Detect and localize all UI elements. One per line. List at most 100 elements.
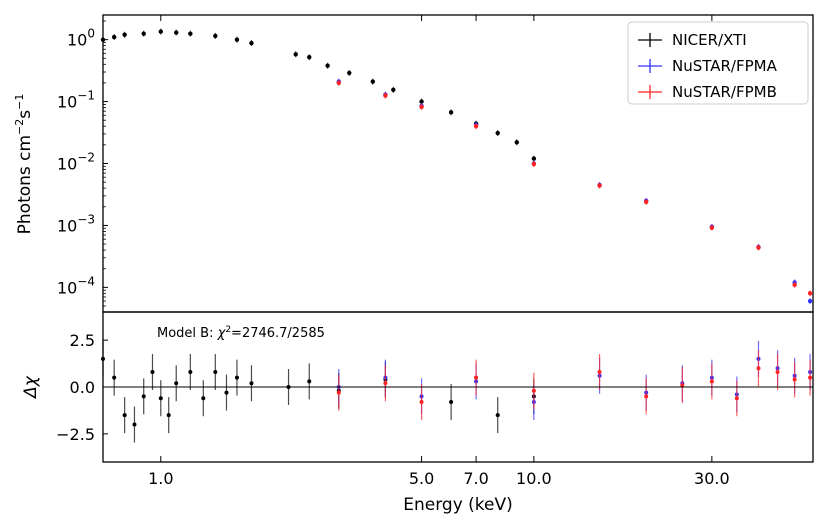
residual-point: [474, 375, 479, 380]
spectrum-y-ticks: 100 10−1 10−2 10−3 10−4: [57, 20, 108, 313]
spectrum-point: [347, 70, 352, 76]
residual-point: [132, 422, 137, 427]
spectrum-point: [293, 52, 298, 57]
residual-point: [383, 381, 388, 386]
spectrum-point: [807, 291, 813, 296]
spectrum-point: [336, 80, 341, 86]
residual-point: [709, 379, 714, 384]
residual-point: [597, 370, 602, 374]
residual-point: [213, 370, 218, 374]
spectrum-point: [234, 37, 240, 42]
x-tick-label: 1.0: [148, 469, 173, 488]
annotation-prefix: Model B:: [157, 326, 218, 341]
residual-point: [249, 381, 254, 386]
spectrum-point: [307, 55, 312, 60]
spectrum-point: [597, 183, 602, 188]
spectrum-point: [370, 79, 375, 84]
residual-y-tick-label: 2.5: [70, 331, 95, 350]
annotation-value: =2746.7/2585: [231, 326, 325, 341]
ylabel-mid: s: [15, 110, 35, 119]
residual-point: [141, 394, 146, 399]
residual-point: [756, 366, 761, 371]
spectrum-point: [419, 104, 424, 110]
spectrum-point: [383, 93, 388, 98]
residual-point: [419, 400, 424, 404]
legend-box: [627, 21, 809, 105]
spectrum-point: [531, 161, 537, 167]
spectrum-point: [158, 29, 163, 34]
residual-y-axis-label: Δχ: [21, 375, 41, 400]
residual-point: [531, 388, 536, 393]
spectrum-y-tick-label: 10−4: [57, 274, 95, 297]
legend-label: NuSTAR/FPMB: [672, 83, 777, 101]
ylabel-exp1: −2: [13, 119, 26, 135]
residual-point: [188, 370, 193, 374]
spectrum-point: [141, 31, 146, 36]
spectrum-point: [792, 282, 797, 287]
x-axis-label: Energy (keV): [403, 495, 513, 515]
x-tick-label: 10.0: [516, 469, 552, 488]
spectrum-point: [174, 30, 179, 35]
annotation-chi: χ: [217, 326, 227, 341]
spectrum-point: [419, 99, 424, 104]
residual-point: [122, 413, 127, 418]
residual-point: [808, 375, 813, 380]
residual-point: [734, 396, 739, 401]
residual-point: [792, 377, 797, 382]
spectrum-point: [495, 130, 500, 136]
spectrum-point: [756, 245, 761, 250]
residual-point: [307, 379, 312, 384]
spectrum-point: [325, 63, 330, 68]
model-annotation: Model B: χ2=2746.7/2585: [157, 325, 325, 341]
spectrum-y-tick-label: 10−2: [57, 151, 95, 174]
spectrum-y-tick-label: 10−1: [57, 89, 95, 112]
legend: NICER/XTI NuSTAR/FPMA NuSTAR/FPMB: [627, 21, 809, 105]
spectrum-point: [807, 298, 813, 304]
residual-point: [201, 396, 206, 401]
residual-ticks: 1.0 5.0 7.0 10.0 30.0 2.5 0.0 −2.5: [56, 15, 730, 488]
residual-point: [166, 413, 171, 418]
residual-y-tick-label: −2.5: [56, 425, 95, 444]
spectrum-point: [111, 34, 117, 40]
spectrum-y-tick-label: 100: [67, 27, 95, 50]
residual-point: [495, 413, 500, 418]
spectrum-point: [188, 31, 193, 36]
residual-point: [680, 383, 685, 388]
spectrum-point: [531, 156, 537, 161]
annotation-exp: 2: [225, 325, 231, 335]
spectrum-point: [643, 199, 649, 205]
legend-label: NuSTAR/FPMA: [672, 57, 778, 75]
residual-point: [174, 381, 179, 386]
ylabel-exp2: −1: [13, 94, 26, 110]
spectrum-point: [213, 33, 218, 39]
spectrum-point: [391, 87, 396, 92]
ylabel-main: Photons cm: [15, 135, 35, 234]
residual-point: [234, 375, 239, 380]
residual-marks: [101, 340, 813, 443]
spectrum-y-axis-label: Photons cm−2s−1: [13, 94, 35, 235]
x-tick-label: 7.0: [463, 469, 488, 488]
spectrum-marks: [100, 28, 813, 305]
spectrum-y-tick-label: 10−3: [57, 212, 95, 235]
residual-point: [644, 394, 649, 399]
residual-point: [336, 390, 341, 395]
spectrum-point: [473, 124, 479, 129]
spectrum-point: [122, 32, 127, 37]
spectrum-point: [514, 140, 519, 145]
residual-y-tick-label: 0.0: [70, 378, 95, 397]
legend-items: NICER/XTI NuSTAR/FPMA NuSTAR/FPMB: [638, 31, 778, 101]
residual-point: [158, 396, 163, 401]
spectrum-point: [709, 225, 715, 230]
residual-point: [775, 370, 780, 374]
spectrum-point: [448, 110, 454, 115]
spectrum-point: [249, 40, 254, 46]
legend-label: NICER/XTI: [672, 31, 747, 49]
x-tick-label: 5.0: [409, 469, 434, 488]
residual-point: [150, 370, 155, 374]
residual-point: [449, 400, 454, 404]
residual-point: [101, 356, 105, 361]
residual-point: [224, 390, 229, 395]
residual-point: [112, 375, 117, 380]
x-tick-label: 30.0: [694, 469, 730, 488]
